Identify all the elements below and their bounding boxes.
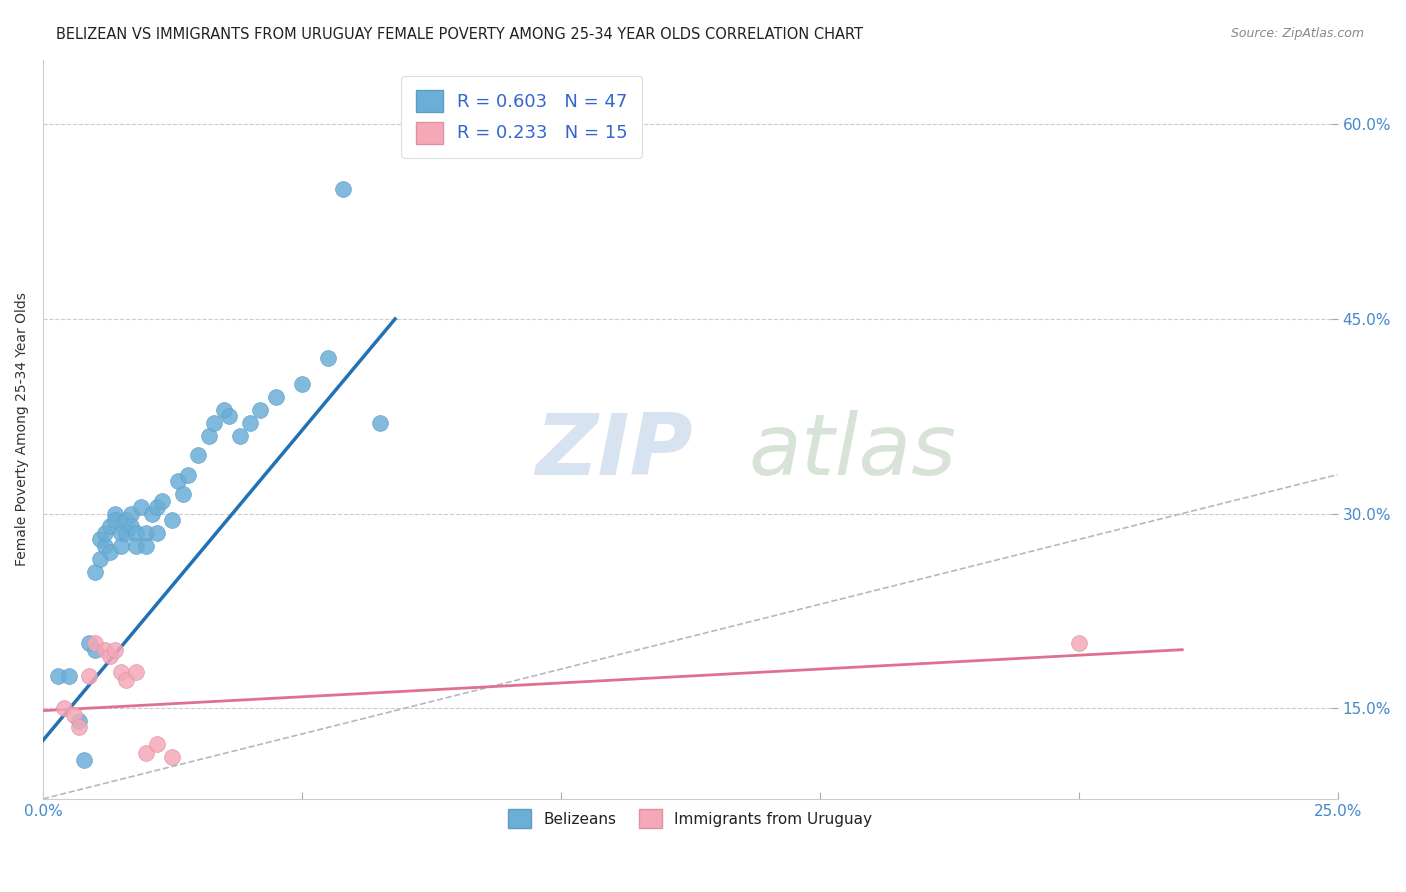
Point xyxy=(332,182,354,196)
Point xyxy=(83,642,105,657)
Point xyxy=(172,487,194,501)
Point xyxy=(89,533,111,547)
Point xyxy=(162,750,184,764)
Point xyxy=(146,525,169,540)
Point xyxy=(368,416,391,430)
Text: BELIZEAN VS IMMIGRANTS FROM URUGUAY FEMALE POVERTY AMONG 25-34 YEAR OLDS CORRELA: BELIZEAN VS IMMIGRANTS FROM URUGUAY FEMA… xyxy=(56,27,863,42)
Point xyxy=(83,565,105,579)
Point xyxy=(316,351,339,365)
Text: Source: ZipAtlas.com: Source: ZipAtlas.com xyxy=(1230,27,1364,40)
Point xyxy=(202,416,225,430)
Point xyxy=(67,721,90,735)
Point xyxy=(79,668,101,682)
Point xyxy=(63,707,86,722)
Point xyxy=(94,525,117,540)
Point xyxy=(94,539,117,553)
Point xyxy=(104,507,127,521)
Point xyxy=(120,507,142,521)
Point xyxy=(98,649,121,664)
Y-axis label: Female Poverty Among 25-34 Year Olds: Female Poverty Among 25-34 Year Olds xyxy=(15,293,30,566)
Point xyxy=(114,673,136,687)
Point xyxy=(79,636,101,650)
Point xyxy=(98,519,121,533)
Point xyxy=(146,500,169,514)
Point xyxy=(120,519,142,533)
Point xyxy=(114,513,136,527)
Point xyxy=(197,428,219,442)
Point xyxy=(187,448,209,462)
Point xyxy=(58,668,80,682)
Point xyxy=(150,493,173,508)
Point xyxy=(129,500,152,514)
Point xyxy=(135,525,157,540)
Point xyxy=(264,390,287,404)
Point xyxy=(162,513,184,527)
Point xyxy=(135,747,157,761)
Legend: Belizeans, Immigrants from Uruguay: Belizeans, Immigrants from Uruguay xyxy=(501,802,880,836)
Point xyxy=(67,714,90,728)
Point xyxy=(110,525,132,540)
Point xyxy=(1067,636,1090,650)
Point xyxy=(146,737,169,751)
Point xyxy=(89,552,111,566)
Point xyxy=(83,636,105,650)
Point xyxy=(73,753,96,767)
Text: atlas: atlas xyxy=(748,410,956,493)
Point xyxy=(114,525,136,540)
Point xyxy=(110,665,132,679)
Point xyxy=(141,507,163,521)
Point xyxy=(125,665,148,679)
Point xyxy=(125,539,148,553)
Point xyxy=(104,513,127,527)
Point xyxy=(212,402,235,417)
Point xyxy=(104,642,127,657)
Point xyxy=(218,409,240,424)
Point xyxy=(166,474,188,488)
Point xyxy=(291,376,314,391)
Point xyxy=(135,539,157,553)
Point xyxy=(177,467,200,482)
Point xyxy=(52,701,75,715)
Point xyxy=(228,428,250,442)
Point xyxy=(249,402,271,417)
Text: ZIP: ZIP xyxy=(534,410,693,493)
Point xyxy=(98,545,121,559)
Point xyxy=(110,539,132,553)
Point xyxy=(48,668,70,682)
Point xyxy=(125,525,148,540)
Point xyxy=(239,416,262,430)
Point xyxy=(94,642,117,657)
